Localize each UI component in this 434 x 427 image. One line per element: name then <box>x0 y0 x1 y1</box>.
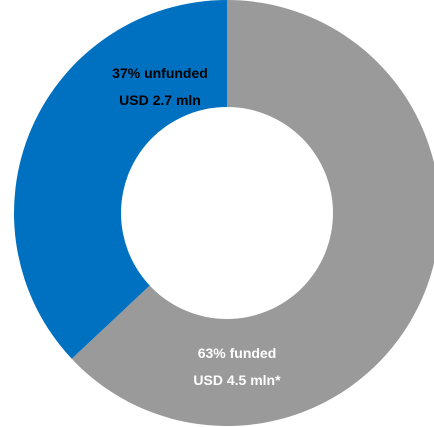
unfunded-label-percent: 37% unfunded <box>112 65 208 81</box>
funded-label-percent: 63% funded <box>198 345 277 361</box>
donut-hole <box>121 107 333 319</box>
slice-unfunded <box>14 0 227 359</box>
funded-label-amount: USD 4.5 mln* <box>193 372 281 388</box>
slice-labels: 63% funded USD 4.5 mln* 37% unfunded USD… <box>112 65 281 388</box>
unfunded-label-amount: USD 2.7 mln <box>119 92 201 108</box>
